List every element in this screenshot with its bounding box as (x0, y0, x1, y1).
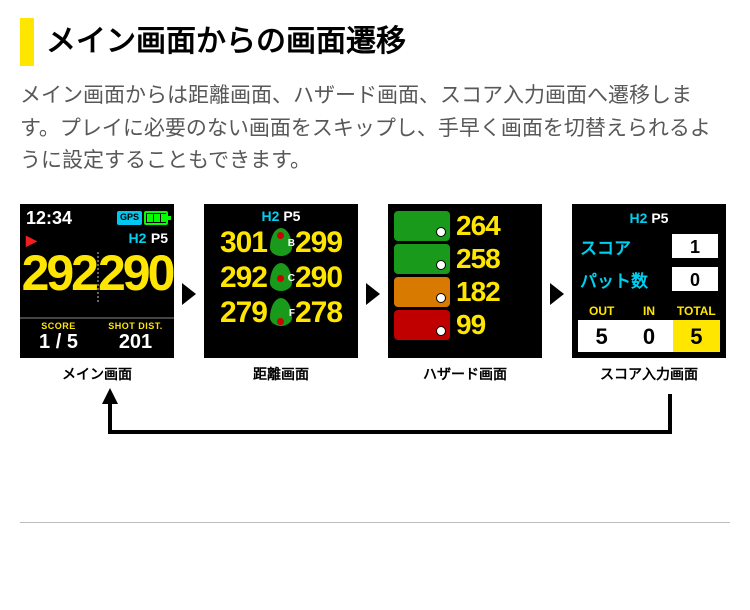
shot-value: 201 (97, 331, 174, 354)
distance-row: 292C290 (204, 261, 358, 294)
hazard-distance: 258 (456, 245, 500, 273)
hazard-icon (394, 244, 450, 274)
score-caption: スコア入力画面 (600, 364, 698, 384)
par-label: P5 (151, 230, 168, 246)
hazard-screen-col: 264 258 182 99 ハザード画面 (388, 204, 542, 384)
score-row: スコア 1 (580, 234, 718, 259)
dist-left: 292 (220, 261, 267, 294)
shot-label: SHOT DIST. (97, 317, 174, 331)
distance-screen: H2 P5 301B299292C290279F278 (204, 204, 358, 358)
hazard-row: 258 (394, 244, 536, 274)
totals-values: 5 0 5 (578, 320, 720, 352)
center-distance: 290 (98, 248, 172, 298)
hazard-screen: 264 258 182 99 (388, 204, 542, 358)
dist-left: 279 (220, 296, 267, 329)
score-screen-col: H2 P5 スコア 1 パット数 0 OUT IN TOTAL 5 (572, 204, 726, 384)
distance-screen-col: H2 P5 301B299292C290279F278 距離画面 (204, 204, 358, 384)
putt-row: パット数 0 (580, 267, 718, 292)
green-icon: C (270, 263, 292, 291)
score-label: スコア (580, 234, 631, 259)
green-icon: B (270, 228, 292, 256)
distance-row: 279F278 (204, 296, 358, 329)
title-accent (20, 18, 34, 66)
gps-icon: GPS (117, 211, 142, 225)
distance-caption: 距離画面 (253, 364, 309, 384)
hazard-caption: ハザード画面 (423, 364, 507, 384)
clock: 12:34 (26, 208, 72, 229)
hazard-distance: 182 (456, 278, 500, 306)
putt-box: 0 (672, 267, 718, 291)
totals-header: OUT IN TOTAL (578, 304, 720, 318)
hazard-icon (394, 310, 450, 340)
hole-info: H2 P5 (204, 204, 358, 224)
hazard-row: 182 (394, 277, 536, 307)
divider (97, 252, 99, 302)
title-text: メイン画面からの画面遷移 (46, 18, 406, 66)
arrow-icon (178, 279, 200, 309)
section-title: メイン画面からの画面遷移 (20, 18, 730, 66)
hazard-row: 99 (394, 310, 536, 340)
status-bar: 12:34 GPS (26, 208, 168, 229)
description: メイン画面からは距離画面、ハザード画面、スコア入力画面へ遷移します。プレイに必要… (20, 80, 730, 178)
green-icon: F (270, 298, 292, 326)
hazard-icon (394, 277, 450, 307)
return-arrow (20, 388, 730, 458)
hole-info: H2 P5 (572, 204, 726, 226)
dist-left: 301 (220, 226, 267, 259)
battery-icon (144, 211, 168, 225)
front-distance: 292 (22, 248, 96, 298)
dist-right: 278 (295, 296, 342, 329)
distance-row: 301B299 (204, 226, 358, 259)
main-caption: メイン画面 (62, 364, 132, 384)
dist-right: 290 (295, 261, 342, 294)
score-screen: H2 P5 スコア 1 パット数 0 OUT IN TOTAL 5 (572, 204, 726, 358)
hazard-distance: 264 (456, 212, 500, 240)
divider-line (20, 522, 730, 523)
score-value: 1 / 5 (20, 331, 97, 354)
main-screen-col: 12:34 GPS ▶ H2 P5 292 290 (20, 204, 174, 384)
arrow-icon (546, 279, 568, 309)
bottom-row: SCORE 1 / 5 SHOT DIST. 201 (20, 317, 174, 354)
hazard-row: 264 (394, 211, 536, 241)
hole-label: H2 (129, 230, 147, 246)
dist-right: 299 (295, 226, 342, 259)
putt-label: パット数 (580, 267, 648, 292)
hazard-icon (394, 211, 450, 241)
score-label: SCORE (20, 317, 97, 331)
arrow-icon (362, 279, 384, 309)
main-screen: 12:34 GPS ▶ H2 P5 292 290 (20, 204, 174, 358)
screens-row: 12:34 GPS ▶ H2 P5 292 290 (20, 204, 730, 384)
hazard-distance: 99 (456, 311, 485, 339)
score-box: 1 (672, 234, 718, 258)
